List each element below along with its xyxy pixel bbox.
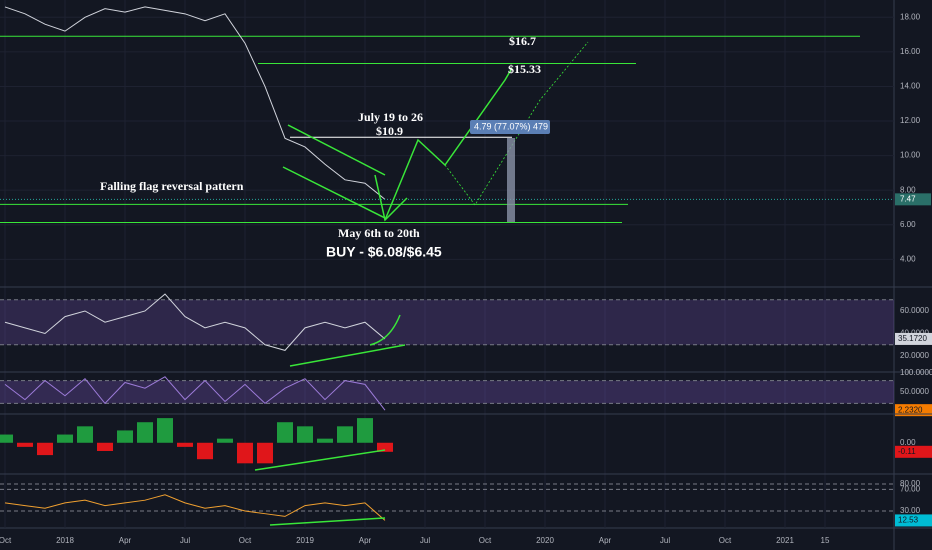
stoch-band xyxy=(0,380,894,404)
last-value-label: 12.53 xyxy=(898,516,919,525)
y-tick-label: 8.00 xyxy=(900,185,916,194)
annotation: May 6th to 20th xyxy=(338,226,420,240)
rsi-divergence xyxy=(289,344,406,367)
histogram-bar xyxy=(57,434,73,443)
y-tick-label: 60.0000 xyxy=(900,306,929,315)
x-tick-label: 2020 xyxy=(536,536,554,545)
histogram-bar xyxy=(277,422,293,443)
annotation: BUY - $6.08/$6.45 xyxy=(326,244,442,260)
y-tick-label: 18.00 xyxy=(900,12,921,21)
divergence-line xyxy=(254,449,386,471)
last-value-label: 2.2320 xyxy=(898,405,923,414)
histogram-bar xyxy=(117,430,133,443)
x-tick-label: Oct xyxy=(479,536,492,545)
x-tick-label: Oct xyxy=(719,536,732,545)
y-tick-label: 0.00 xyxy=(900,438,916,447)
annotation: Falling flag reversal pattern xyxy=(100,179,244,193)
measure-box xyxy=(470,120,550,134)
histogram-bar xyxy=(37,442,53,456)
histogram-bar xyxy=(0,434,13,443)
y-tick-label: 4.00 xyxy=(900,254,916,263)
last-value-badge xyxy=(895,332,932,345)
y-tick-label: 70.00 xyxy=(900,484,921,493)
rsi-band xyxy=(0,299,894,345)
x-tick-label: Oct xyxy=(0,536,12,545)
histogram-bar xyxy=(17,442,33,447)
y-tick-label: 30.00 xyxy=(900,506,921,515)
measure-bar xyxy=(507,138,515,222)
x-tick-label: Jul xyxy=(420,536,430,545)
histogram-bar xyxy=(177,442,193,447)
price-axis xyxy=(894,0,932,550)
y-tick-label: 6.00 xyxy=(900,220,916,229)
series-line xyxy=(4,494,386,521)
last-price-label: 7.47 xyxy=(900,194,916,203)
flag-upper xyxy=(287,124,386,176)
alt-projection xyxy=(444,41,589,206)
measure-label: 4.79 (77.07%) 479 xyxy=(474,121,548,131)
x-tick-label: Jul xyxy=(180,536,190,545)
histogram-bar xyxy=(77,426,93,443)
y-tick-label: 80.00 xyxy=(900,479,921,488)
y-tick-label: 16.00 xyxy=(900,47,921,56)
last-value-label: 35.1720 xyxy=(898,334,927,343)
flag-lower xyxy=(282,166,386,219)
last-value-badge xyxy=(895,404,932,417)
histogram-bar xyxy=(317,438,333,443)
series-line xyxy=(4,6,386,200)
x-tick-label: Jul xyxy=(660,536,670,545)
x-tick-label: 15 xyxy=(821,536,830,545)
histogram-bar xyxy=(297,426,313,443)
annotation: $10.9 xyxy=(376,124,403,138)
histogram-bar xyxy=(337,426,353,443)
x-tick-label: Oct xyxy=(239,536,252,545)
annotation: July 19 to 26 xyxy=(358,110,423,124)
y-tick-label: 20.0000 xyxy=(900,351,929,360)
y-tick-label: 12.00 xyxy=(900,116,921,125)
histogram-bar xyxy=(157,418,173,443)
y-tick-label: 100.0000 xyxy=(900,368,932,377)
last-value-badge xyxy=(895,445,932,458)
histogram-bar xyxy=(257,442,273,464)
annotation: $16.7 xyxy=(509,34,536,48)
last-value-badge xyxy=(895,514,932,527)
last-price-badge xyxy=(895,193,931,206)
x-tick-label: Apr xyxy=(359,536,372,545)
rsi-projection xyxy=(369,314,401,346)
series-line xyxy=(4,376,386,411)
histogram-bar xyxy=(237,442,253,464)
histogram-bar xyxy=(357,418,373,443)
stoch-divergence xyxy=(269,517,386,526)
y-tick-label: 14.00 xyxy=(900,82,921,91)
histogram-bar xyxy=(197,442,213,460)
last-value-label: -0.11 xyxy=(898,447,916,456)
x-tick-label: Apr xyxy=(119,536,132,545)
histogram-bar xyxy=(217,438,233,443)
x-tick-label: 2021 xyxy=(776,536,794,545)
histogram-bar xyxy=(97,442,113,451)
series-line xyxy=(4,293,386,351)
reversal-arrow xyxy=(374,174,408,222)
x-tick-label: 2019 xyxy=(296,536,314,545)
x-tick-label: 2018 xyxy=(56,536,74,545)
y-tick-label: 50.0000 xyxy=(900,387,929,396)
histogram-bar xyxy=(377,442,393,452)
x-tick-label: Apr xyxy=(599,536,612,545)
histogram-bar xyxy=(137,422,153,443)
y-tick-label: 10.00 xyxy=(900,151,921,160)
annotation: $15.33 xyxy=(508,62,541,76)
